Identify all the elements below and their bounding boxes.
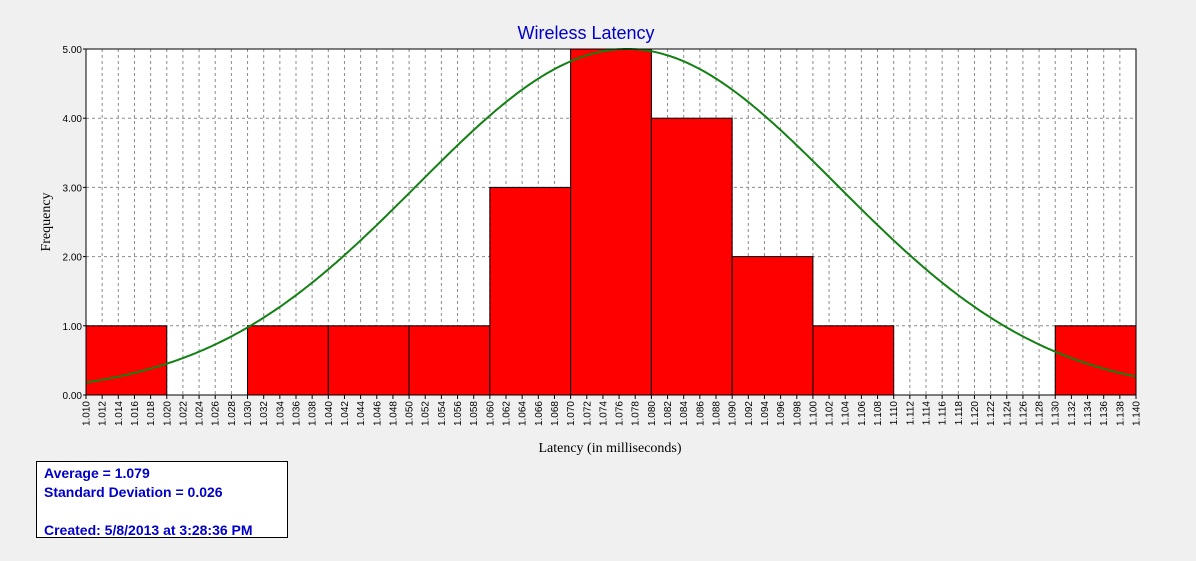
x-tick-label: 1.060 [485, 401, 496, 426]
x-tick-label: 1.128 [1035, 401, 1046, 426]
y-axis-ticks: 0.00 1.00 2.00 3.00 4.00 5.00 [63, 45, 86, 402]
x-tick-label: 1.108 [873, 401, 884, 426]
histogram-bar [812, 325, 895, 396]
x-tick-label: 1.086 [695, 401, 706, 426]
x-tick-label: 1.078 [631, 401, 642, 426]
x-tick-label: 1.118 [954, 401, 965, 426]
spacer [44, 502, 287, 521]
x-tick-label: 1.112 [905, 401, 916, 426]
x-tick-label: 1.070 [566, 401, 577, 426]
created-text: Created: 5/8/2013 at 3:28:36 PM [44, 522, 253, 538]
x-tick-label: 1.026 [211, 401, 222, 426]
y-tick-label: 2.00 [63, 253, 83, 264]
x-tick-label: 1.110 [889, 401, 900, 426]
x-tick-label: 1.096 [776, 401, 787, 426]
y-tick-label: 4.00 [63, 114, 83, 125]
x-tick-label: 1.084 [679, 401, 690, 426]
plot-border [85, 48, 1137, 396]
std-dev-text: Standard Deviation = 0.026 [44, 484, 223, 500]
y-axis-label: Frequency [39, 192, 54, 251]
x-tick-label: 1.028 [227, 401, 238, 426]
histogram-bar [650, 117, 733, 396]
x-tick-label: 1.010 [82, 401, 93, 426]
x-tick-label: 1.020 [162, 401, 173, 426]
x-tick-label: 1.044 [356, 401, 367, 426]
x-tick-label: 1.094 [760, 401, 771, 426]
x-tick-label: 1.032 [259, 401, 270, 426]
histogram-bar [1054, 325, 1137, 396]
x-tick-label: 1.114 [922, 401, 933, 426]
x-tick-label: 1.116 [938, 401, 949, 426]
x-tick-label: 1.130 [1051, 401, 1062, 426]
statistics-box: Average = 1.079 Standard Deviation = 0.0… [36, 461, 288, 538]
normal-curve [85, 48, 1137, 384]
y-tick-label: 1.00 [63, 322, 83, 333]
x-tick-label: 1.050 [405, 401, 416, 426]
x-tick-label: 1.048 [388, 401, 399, 426]
average-text: Average = 1.079 [44, 465, 150, 481]
x-tick-label: 1.098 [792, 401, 803, 426]
x-tick-label: 1.052 [421, 401, 432, 426]
x-tick-label: 1.042 [340, 401, 351, 426]
y-tick-label: 5.00 [63, 45, 83, 56]
x-tick-label: 1.068 [550, 401, 561, 426]
histogram-bar [85, 325, 168, 396]
x-tick-label: 1.126 [1018, 401, 1029, 426]
x-tick-label: 1.024 [195, 401, 206, 426]
x-tick-label: 1.062 [502, 401, 513, 426]
x-tick-label: 1.012 [98, 401, 109, 426]
x-tick-label: 1.022 [178, 401, 189, 426]
x-tick-label: 1.104 [841, 401, 852, 426]
x-axis-ticks: 1.010 1.012 1.014 1.016 1.018 1.020 1.022 1.024… [82, 395, 1143, 426]
x-tick-label: 1.088 [712, 401, 723, 426]
x-tick-label: 1.120 [970, 401, 981, 426]
x-tick-label: 1.140 [1132, 401, 1143, 426]
histogram-bars [85, 48, 1137, 396]
x-tick-label: 1.100 [808, 401, 819, 426]
x-tick-label: 1.016 [130, 401, 141, 426]
x-tick-label: 1.038 [308, 401, 319, 426]
x-tick-label: 1.036 [292, 401, 303, 426]
x-tick-label: 1.090 [728, 401, 739, 426]
x-tick-label: 1.056 [453, 401, 464, 426]
x-tick-label: 1.124 [1002, 401, 1013, 426]
x-tick-label: 1.122 [986, 401, 997, 426]
histogram-bar [489, 186, 572, 396]
x-tick-label: 1.058 [469, 401, 480, 426]
histogram-bar [247, 325, 329, 396]
histogram-bar [327, 325, 410, 396]
x-tick-label: 1.072 [582, 401, 593, 426]
x-tick-label: 1.080 [647, 401, 658, 426]
x-tick-label: 1.074 [598, 401, 609, 426]
histogram-bar [408, 325, 491, 396]
x-tick-label: 1.040 [324, 401, 335, 426]
x-tick-label: 1.064 [518, 401, 529, 426]
x-tick-label: 1.106 [857, 401, 868, 426]
histogram-bar [731, 256, 814, 396]
y-tick-label: 0.00 [63, 391, 83, 402]
x-tick-label: 1.046 [372, 401, 383, 426]
y-tick-label: 3.00 [63, 183, 83, 194]
x-tick-label: 1.132 [1067, 401, 1078, 426]
x-tick-label: 1.082 [663, 401, 674, 426]
x-tick-label: 1.076 [615, 401, 626, 426]
x-tick-label: 1.134 [1083, 401, 1094, 426]
x-tick-label: 1.102 [825, 401, 836, 426]
x-axis-label: Latency (in milliseconds) [538, 441, 681, 456]
x-tick-label: 1.014 [114, 401, 125, 426]
x-tick-label: 1.138 [1115, 401, 1126, 426]
x-tick-label: 1.136 [1099, 401, 1110, 426]
x-tick-label: 1.054 [437, 401, 448, 426]
x-tick-label: 1.066 [534, 401, 545, 426]
chart-title: Wireless Latency [517, 23, 654, 43]
x-tick-label: 1.034 [275, 401, 286, 426]
histogram-bar [570, 48, 652, 396]
x-tick-label: 1.018 [146, 401, 157, 426]
x-tick-label: 1.030 [243, 401, 254, 426]
x-tick-label: 1.092 [744, 401, 755, 426]
